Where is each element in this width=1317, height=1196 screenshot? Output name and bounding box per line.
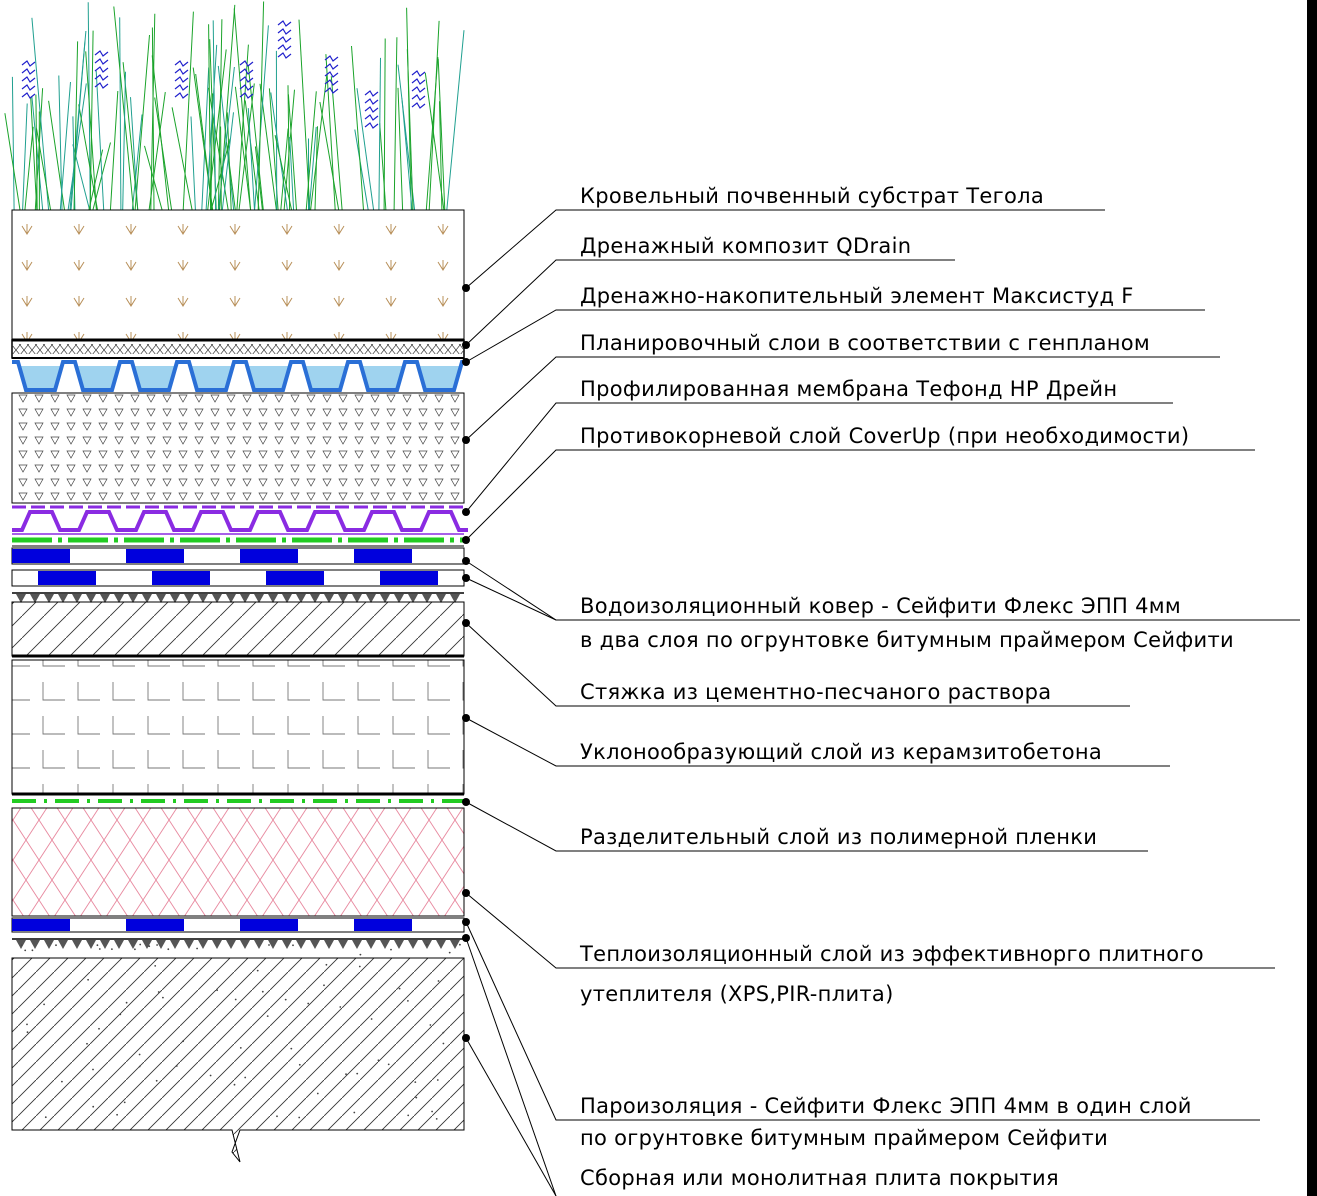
label-waterproofing-line2: в два слоя по огрунтовке битумным прайме… xyxy=(580,628,1234,652)
leader-dots xyxy=(462,284,470,1042)
label-drainage-composite: Дренажный композит QDrain xyxy=(580,234,912,258)
label-waterproofing-line1: Водоизоляционный ковер - Сейфити Флекс Э… xyxy=(580,594,1182,618)
layer-profiled-membrane xyxy=(12,505,468,535)
label-profiled-membrane: Профилированная мембрана Тефонд HP Дрейн xyxy=(580,377,1118,401)
label-vapor-barrier-line2: по огрунтовке битумным праймером Сейфити xyxy=(580,1126,1109,1150)
label-root-barrier: Противокорневой слой CoverUp (при необхо… xyxy=(580,424,1190,448)
layer-vapor-barrier xyxy=(11,917,465,933)
layer-drainage-storage-element xyxy=(12,357,468,392)
layer-screed xyxy=(11,601,465,657)
leader-lines xyxy=(465,209,1300,1196)
label-slope-forming: Уклонообразующий слой из керамзитобетона xyxy=(580,740,1103,764)
label-separating-film: Разделительный слой из полимерной пленки xyxy=(580,825,1098,849)
label-vapor-barrier-line1: Пароизоляция - Сейфити Флекс ЭПП 4мм в о… xyxy=(580,1094,1192,1118)
label-slab: Сборная или монолитная плита покрытия xyxy=(580,1166,1059,1190)
vegetation xyxy=(4,1,465,211)
layer-primer xyxy=(12,592,464,603)
layer-slab xyxy=(11,957,465,1163)
layer-primer-2 xyxy=(12,938,464,949)
label-screed: Стяжка из цементно-песчаного раствора xyxy=(580,680,1052,704)
layer-waterproofing xyxy=(11,547,465,587)
slab-aggregate-dots xyxy=(20,943,461,1120)
layer-insulation xyxy=(11,807,465,917)
label-insulation-line1: Теплоизоляционный слой из эффективнорго … xyxy=(580,942,1204,966)
label-planning-layer: Планировочный слои в соответствии с генп… xyxy=(580,331,1151,355)
frame-border xyxy=(1307,0,1317,1196)
label-drainage-storage: Дренажно-накопительный элемент Максистуд… xyxy=(580,284,1134,308)
layer-planning xyxy=(11,392,465,504)
layer-root-barrier xyxy=(12,537,464,547)
layer-slope-forming xyxy=(11,659,465,795)
layer-soil-substrate xyxy=(11,209,465,341)
label-insulation-line2: утеплителя (XPS,PIR-плита) xyxy=(580,982,894,1006)
label-soil-substrate: Кровельный почвенный субстрат Тегола xyxy=(580,184,1044,208)
